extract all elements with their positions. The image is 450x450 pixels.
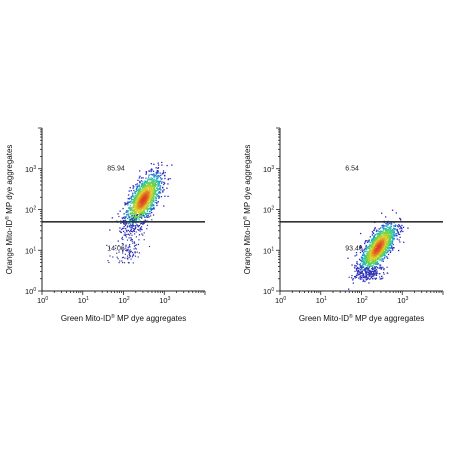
x-tick-label: 101	[78, 296, 89, 305]
y-tick-label: 102	[263, 206, 274, 215]
upper-quadrant-percentage: 6.54	[345, 166, 359, 173]
y-tick-label: 101	[263, 246, 274, 255]
y-axis-ticks: 100 101 102 103	[263, 127, 280, 296]
y-tick-label: 100	[263, 287, 274, 296]
x-tick-label: 100	[275, 296, 286, 305]
x-tick-label: 103	[159, 296, 170, 305]
dot-plot-left: 100 101 102 103 100 101 102 103 85.94 14.06 Gr…	[4, 127, 206, 323]
scatter-points	[106, 161, 173, 264]
x-axis-label: Green Mito-ID® MP dye aggregates	[299, 313, 424, 323]
scatter-points	[347, 209, 409, 290]
x-tick-label: 100	[37, 296, 48, 305]
y-tick-label: 100	[25, 287, 36, 296]
x-tick-label: 101	[316, 296, 327, 305]
lower-quadrant-percentage: 93.46	[345, 245, 363, 252]
dot-plot-right: 100 101 102 103 100 101 102 103 6.54 93.46 Gre…	[242, 127, 444, 323]
y-tick-label: 103	[263, 165, 274, 174]
x-tick-label: 102	[357, 296, 368, 305]
x-axis-label: Green Mito-ID® MP dye aggregates	[61, 313, 186, 323]
y-tick-label: 102	[25, 206, 36, 215]
x-axis-ticks: 100 101 102 103	[275, 291, 444, 305]
x-tick-label: 102	[119, 296, 130, 305]
y-axis-label: Orange Mito-ID® MP dye aggregates	[242, 145, 252, 275]
x-axis-ticks: 100 101 102 103	[37, 291, 206, 305]
upper-quadrant-percentage: 85.94	[107, 166, 125, 173]
y-axis-label: Orange Mito-ID® MP dye aggregates	[4, 145, 14, 275]
lower-quadrant-percentage: 14.06	[107, 245, 125, 252]
y-tick-label: 101	[25, 246, 36, 255]
y-tick-label: 103	[25, 165, 36, 174]
plot-frame	[41, 128, 205, 292]
x-tick-label: 103	[397, 296, 408, 305]
y-axis-ticks: 100 101 102 103	[25, 127, 42, 296]
